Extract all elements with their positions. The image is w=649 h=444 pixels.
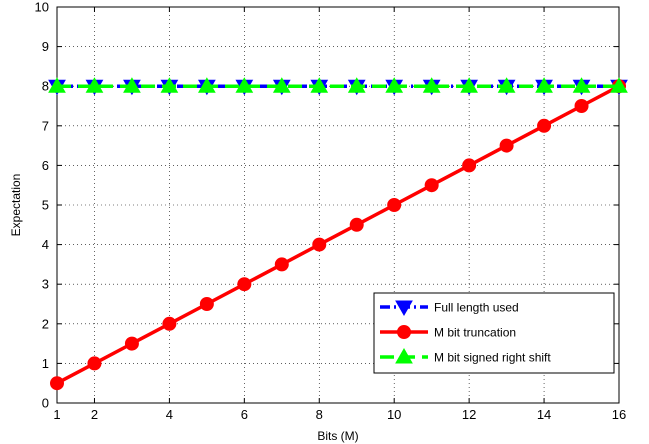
legend-marker <box>395 300 413 317</box>
y-tick-label: 0 <box>42 396 49 411</box>
data-point <box>572 77 591 93</box>
data-point <box>347 77 366 93</box>
data-point <box>85 77 104 93</box>
legend: Full length used M bit truncation M bit si… <box>373 292 615 374</box>
x-tick-label: 12 <box>462 407 476 422</box>
x-tick-label: 1 <box>53 407 60 422</box>
y-tick-label: 1 <box>42 356 49 371</box>
y-tick-label: 8 <box>42 79 49 94</box>
data-point <box>235 77 254 93</box>
y-tick-label: 7 <box>42 118 49 133</box>
data-point <box>87 356 102 371</box>
legend-item: M bit truncation <box>380 325 516 340</box>
legend-marker <box>395 347 413 364</box>
x-tick-label: 6 <box>241 407 248 422</box>
data-point <box>462 158 477 173</box>
data-point <box>574 99 589 113</box>
legend-label: M bit signed right shift <box>434 351 551 365</box>
y-tick-label: 6 <box>42 158 49 173</box>
y-tick-label: 4 <box>42 237 49 252</box>
x-axis-title: Bits (M) <box>317 429 358 443</box>
data-point <box>312 237 327 252</box>
data-point <box>499 138 514 153</box>
data-point <box>497 77 516 93</box>
data-point <box>162 316 177 331</box>
legend-marker <box>397 325 411 339</box>
data-point <box>48 77 66 93</box>
legend-item: M bit signed right shift <box>380 347 551 365</box>
data-point <box>537 118 552 133</box>
x-tick-label: 2 <box>91 407 98 422</box>
data-point <box>422 77 441 93</box>
series-group <box>48 77 628 391</box>
data-point <box>123 77 141 93</box>
y-tick-label: 3 <box>42 277 49 292</box>
series-3 <box>48 77 628 93</box>
x-tick-label: 10 <box>387 407 401 422</box>
y-tick-label: 2 <box>42 316 49 331</box>
data-point <box>310 77 329 93</box>
legend-item: Full length used <box>380 300 519 317</box>
y-axis-title: Expectation <box>9 174 23 237</box>
data-point <box>50 376 64 391</box>
data-point <box>385 77 404 93</box>
data-point <box>274 257 289 272</box>
data-point <box>387 198 402 212</box>
y-tick-label: 5 <box>42 198 49 213</box>
legend-label: M bit truncation <box>434 326 516 340</box>
data-point <box>199 297 214 311</box>
data-point <box>237 277 252 292</box>
series-line <box>56 84 620 385</box>
legend-label: Full length used <box>434 301 519 315</box>
data-point <box>535 77 553 93</box>
data-point <box>610 77 628 93</box>
x-tick-label: 8 <box>316 407 323 422</box>
data-point <box>160 77 179 93</box>
data-point <box>349 217 364 232</box>
data-point <box>272 77 291 93</box>
data-point <box>198 77 216 93</box>
y-tick-label: 10 <box>35 0 49 15</box>
x-tick-label: 16 <box>612 407 626 422</box>
data-point <box>124 336 139 351</box>
data-point <box>424 178 439 193</box>
x-tick-label: 14 <box>537 407 551 422</box>
y-tick-label: 9 <box>42 39 49 54</box>
data-point <box>460 77 478 93</box>
x-tick-label: 4 <box>166 407 173 422</box>
